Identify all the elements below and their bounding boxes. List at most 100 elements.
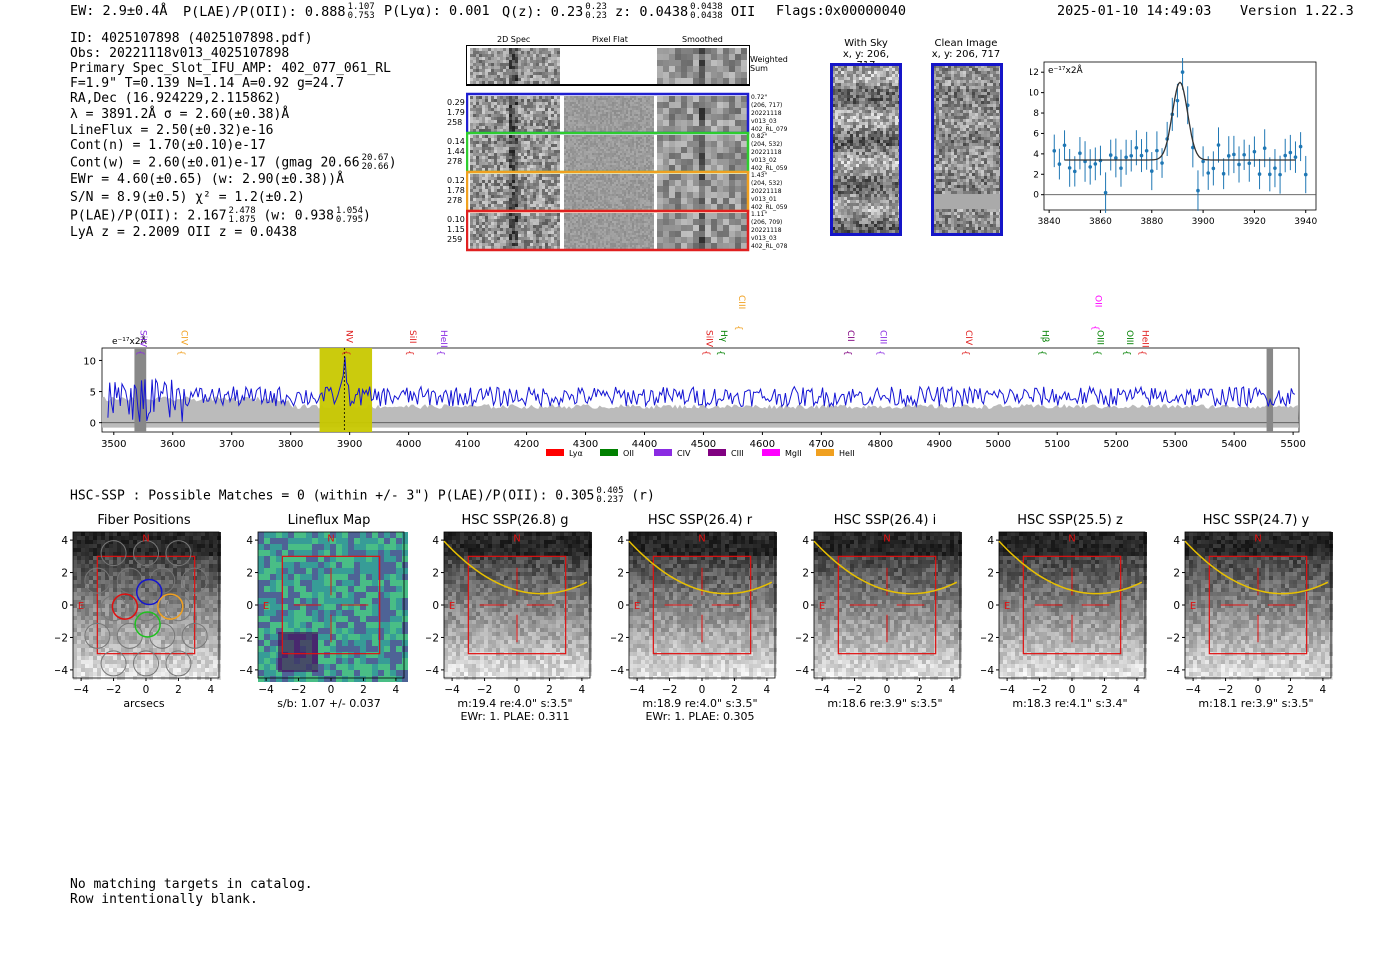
- cutout-left-value: 278: [447, 157, 463, 166]
- emission-line-label: OII: [1093, 295, 1103, 307]
- full-xtick-label: 5000: [986, 439, 1011, 450]
- emission-line-label: CIII: [877, 330, 887, 344]
- hsc-xtick-label: −2: [1218, 684, 1233, 696]
- hsc-panel-title: HSC SSP(24.7) y: [1202, 513, 1310, 528]
- zoom-point: [1103, 190, 1108, 195]
- zoom-point: [1057, 162, 1062, 166]
- full-ytick-label: 10: [83, 356, 96, 367]
- hsc-panel-caption: m:18.1 re:3.9" s:3.5": [1198, 697, 1314, 710]
- emission-line-bracket: {: [960, 350, 970, 356]
- hsc-pixels: [999, 532, 1147, 680]
- plae2-close: ): [363, 208, 371, 224]
- plya-header: P(Lyα): 0.001: [384, 3, 490, 19]
- zoom-xtick-label: 3940: [1294, 217, 1317, 227]
- hsc-xtick-label: −2: [662, 684, 677, 696]
- hsc-xtick-label: −4: [629, 684, 645, 696]
- aperture-box: [96, 555, 196, 655]
- north-label: N: [1068, 534, 1075, 545]
- full-xtick-label: 5300: [1162, 439, 1187, 450]
- hsc-ytick-label: −4: [796, 665, 809, 677]
- emission-line-bracket: {: [1090, 325, 1100, 331]
- full-noise-band: [102, 396, 1299, 428]
- emission-line-bracket: {: [842, 350, 852, 356]
- plae-value: P(LAE)/P(OII): 0.888: [183, 4, 346, 20]
- legend-swatch: [600, 449, 618, 456]
- zoom-point: [1211, 166, 1216, 171]
- full-xtick-label: 5100: [1045, 439, 1070, 450]
- cutout-right-value: (206, 717): [751, 102, 783, 109]
- zoom-point: [1201, 159, 1205, 164]
- zoom-ytick-label: 12: [1030, 68, 1039, 78]
- hsc-panel-image: N E 4 2 0 −2 −4 −4 −2 0 2 4: [796, 531, 962, 696]
- cutout-smoothed-0: [657, 96, 747, 132]
- line-highlight-region: [319, 348, 373, 432]
- hsc-summary-lo: 0.237: [596, 495, 624, 505]
- with-sky-title: With Sky: [844, 38, 888, 49]
- zoom-ytick-label: 8: [1033, 109, 1039, 119]
- zoom-point: [1114, 156, 1118, 160]
- zoom-ytick-label: 2: [1033, 170, 1039, 180]
- hsc-panel-title: HSC SSP(26.4) i: [833, 513, 937, 528]
- hsc-ytick-label: 0: [61, 600, 68, 612]
- zoom-point: [1232, 152, 1236, 157]
- cutout-right-label-0: 0.72" (206, 717) 20221118 v013_03 402_RL_079: [751, 94, 787, 134]
- hsc-pixels: [444, 532, 592, 680]
- cutout-right-value: 402_RL_079: [751, 126, 788, 133]
- info-contw: Cont(w) = 2.60(±0.01)e-17 (gmag 20.66 20.…: [70, 154, 397, 172]
- hsc-ytick-label: −2: [426, 632, 439, 644]
- full-xtick-label: 4100: [455, 439, 480, 450]
- cutout-right-value: v013_02: [751, 157, 777, 164]
- cutout-right-value: 0.82": [751, 133, 768, 140]
- info-fit: F=1.9" T=0.139 N=1.14 A=0.92 g=24.7: [70, 76, 344, 91]
- north-label: N: [327, 534, 334, 545]
- zoom-point: [1278, 172, 1282, 177]
- ellipse-arc: [998, 540, 1143, 595]
- fiber-circle: [165, 650, 192, 677]
- hsc-ytick-label: 2: [987, 568, 994, 580]
- hsc-xtick-label: 4: [208, 684, 215, 696]
- emission-line-bracket: {: [1037, 350, 1047, 356]
- legend-label: OII: [623, 449, 634, 458]
- zoom-model-curve: [1064, 81, 1296, 161]
- full-xtick-label: 4300: [573, 439, 598, 450]
- hsc-ytick-label: −4: [981, 665, 994, 677]
- legend-swatch: [762, 449, 780, 456]
- hsc-xtick-label: 0: [1069, 684, 1076, 696]
- cutout-2dspec-3: [470, 213, 560, 249]
- hsc-xtick-label: 2: [360, 684, 367, 696]
- hsc-ytick-label: 0: [1173, 600, 1180, 612]
- fiber-circle: [165, 540, 192, 567]
- hsc-xtick-label: 4: [1134, 684, 1141, 696]
- emission-line-bracket: {: [435, 350, 445, 356]
- zoom-point: [1273, 166, 1277, 170]
- hsc-panel-caption-2: EWr: 1. PLAE: 0.305: [645, 710, 755, 723]
- cutout-right-value: 20221118: [751, 149, 782, 156]
- info-sn: S/N = 8.9(±0.5) χ² = 1.2(±0.2): [70, 190, 305, 205]
- aperture-box: [652, 555, 752, 655]
- full-xtick-label: 4500: [691, 439, 716, 450]
- zoom-data-points: [1052, 58, 1308, 213]
- fiber-circle: [116, 567, 143, 594]
- hsc-pixels: [258, 532, 408, 682]
- hsc-ytick-label: −2: [981, 632, 994, 644]
- sky1-pixels: [832, 65, 901, 236]
- cutout-left-value: 1.79: [447, 108, 465, 117]
- aperture-box: [467, 555, 567, 655]
- full-xtick-label: 3800: [278, 439, 303, 450]
- masked-region-left: [134, 348, 147, 432]
- hsc-xtick-label: 4: [1320, 684, 1327, 696]
- east-label: E: [449, 601, 455, 612]
- emission-line-label: OIII: [1124, 330, 1134, 345]
- hsc-ytick-label: −2: [611, 632, 624, 644]
- full-xtick-label: 4200: [514, 439, 539, 450]
- cutout-right-value: v013_03: [751, 118, 777, 125]
- north-label: N: [698, 534, 705, 545]
- hsc-summary-text: HSC-SSP : Possible Matches = 0 (within +…: [70, 488, 595, 504]
- north-label: N: [883, 534, 890, 545]
- qz-lo: 0.23: [585, 11, 607, 21]
- zoom-point: [1257, 172, 1262, 176]
- hsc-ytick-label: 4: [987, 535, 994, 547]
- emission-line-bracket: {: [733, 325, 743, 331]
- hsc-panel-title: HSC SSP(26.4) r: [647, 513, 753, 528]
- hsc-xtick-label: 0: [884, 684, 891, 696]
